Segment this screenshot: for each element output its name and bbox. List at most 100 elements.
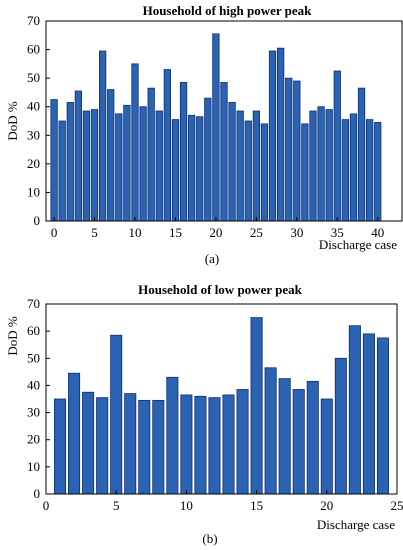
chart-a-bar-12	[147, 87, 155, 222]
chart-a-bar-27	[268, 50, 277, 222]
chart-a-bar-11	[139, 106, 147, 222]
chart-a-bar-15	[171, 119, 180, 222]
chart-b-bar-20	[320, 398, 333, 495]
chart-b-frame	[45, 303, 398, 495]
chart-a-xtick-label: 40	[371, 225, 384, 240]
chart-a-bar-29	[285, 77, 293, 222]
chart-b-title: Household of low power peak	[138, 282, 302, 297]
chart-a-bar-21	[220, 82, 228, 222]
chart-b-bar-24	[376, 337, 389, 495]
chart-a-ytick-label: 0	[34, 213, 41, 228]
chart-b-xtick-label: 25	[391, 498, 403, 513]
chart-b-bar-5	[110, 334, 123, 495]
chart-a-bar-33	[317, 106, 325, 222]
chart-a-bar-14	[163, 69, 172, 222]
chart-a-ylabel: DoD %	[5, 101, 20, 141]
chart-a-bar-9	[123, 104, 131, 222]
chart-a-bar-23	[236, 110, 244, 222]
chart-b-bars	[54, 317, 389, 495]
chart-a-ytick-label: 40	[27, 99, 40, 114]
chart-a-bar-17	[187, 114, 196, 222]
chart-b-bar-12	[208, 397, 221, 495]
chart-b-ytick-label: 50	[27, 350, 40, 365]
chart-b-bar-10	[180, 394, 193, 495]
chart-a-bar-37	[349, 113, 358, 222]
chart-a-bar-35	[333, 70, 341, 222]
chart-b-bar-7	[138, 399, 151, 495]
chart-a-bar-40	[374, 122, 382, 222]
chart-b-bar-23	[362, 333, 375, 495]
chart-a-bar-32	[309, 110, 317, 222]
chart-a-caption: (a)	[205, 251, 219, 266]
chart-a-bar-3	[74, 90, 82, 222]
chart-b-xlabel: Discharge case	[317, 517, 395, 532]
chart-b-ytick-label: 10	[27, 459, 40, 474]
chart-a-bar-24	[244, 120, 252, 222]
chart-a-bar-0	[50, 99, 58, 222]
chart-a-bar-26	[260, 123, 269, 222]
chart-a-bar-36	[341, 119, 350, 222]
chart-a-xtick-label: 5	[91, 225, 98, 240]
chart-b-bar-21	[334, 357, 347, 495]
chart-a-xtick-label: 30	[290, 225, 303, 240]
chart-b-ytick-label: 20	[27, 432, 40, 447]
chart-a-bar-22	[228, 102, 236, 222]
chart-a-bar-16	[179, 82, 188, 222]
chart-b-xtick-label: 5	[113, 498, 120, 513]
chart-a-bar-25	[252, 110, 261, 222]
chart-a-bar-39	[365, 119, 374, 222]
chart-b-bar-16	[264, 367, 277, 495]
chart-a-bar-7	[107, 89, 115, 222]
chart-a-xtick-label: 10	[129, 225, 142, 240]
chart-a-bar-5	[90, 109, 99, 222]
chart-b-ylabel: DoD %	[5, 316, 20, 356]
chart-b-bar-11	[194, 395, 207, 495]
chart-b-bar-8	[152, 399, 165, 495]
chart-a-bar-20	[212, 33, 220, 222]
chart-b-xtick-label: 20	[320, 498, 333, 513]
chart-panel-b: Household of low power peak DoD % 0 10 20 3…	[5, 282, 403, 546]
chart-a-bar-8	[115, 113, 123, 222]
chart-b-yticks: 0 10 20 30 40 50 60 70	[27, 296, 50, 501]
chart-b-xtick-label: 15	[250, 498, 263, 513]
chart-a-frame	[45, 20, 403, 222]
chart-b-bar-4	[96, 397, 109, 495]
chart-b-caption: (b)	[202, 531, 217, 546]
chart-a-ytick-label: 60	[27, 42, 40, 57]
chart-a-bar-19	[204, 97, 212, 222]
chart-b-xtick-label: 0	[43, 498, 50, 513]
chart-b-ytick-label: 0	[34, 486, 41, 501]
chart-a-xticks: 0 5 10 15 20 25 30 35 40	[51, 217, 384, 240]
chart-b-bar-1	[54, 398, 67, 495]
chart-panel-a: Household of high power peak DoD % 0 10 20…	[5, 3, 403, 266]
chart-b-bar-2	[68, 372, 81, 495]
chart-a-xtick-label: 25	[250, 225, 263, 240]
chart-a-bar-30	[293, 80, 301, 222]
chart-a-bar-38	[357, 87, 366, 222]
chart-a-bar-18	[196, 116, 204, 222]
chart-a-bar-31	[301, 123, 309, 222]
chart-a-title: Household of high power peak	[143, 3, 313, 18]
chart-b-ytick-label: 40	[27, 377, 40, 392]
chart-a-ytick-label: 50	[27, 70, 40, 85]
chart-b-ytick-label: 70	[27, 296, 40, 311]
chart-b-bar-9	[166, 376, 179, 495]
chart-b-bar-19	[306, 380, 319, 495]
chart-a-bar-34	[325, 109, 333, 222]
chart-a-bars	[50, 33, 382, 222]
chart-a-bar-6	[99, 50, 107, 222]
chart-a-ytick-label: 70	[27, 13, 40, 28]
chart-b-bar-18	[292, 389, 305, 495]
chart-b-bar-15	[250, 317, 263, 495]
chart-b-ytick-label: 30	[27, 405, 40, 420]
chart-a-xtick-label: 15	[169, 225, 182, 240]
chart-a-bar-1	[58, 120, 66, 222]
chart-a-xlabel: Discharge case	[319, 237, 397, 252]
chart-b-bar-13	[222, 394, 235, 495]
chart-b-bar-14	[236, 389, 249, 495]
chart-a-bar-4	[82, 110, 91, 222]
chart-a-bar-28	[276, 47, 285, 222]
chart-b-bar-17	[278, 378, 291, 495]
